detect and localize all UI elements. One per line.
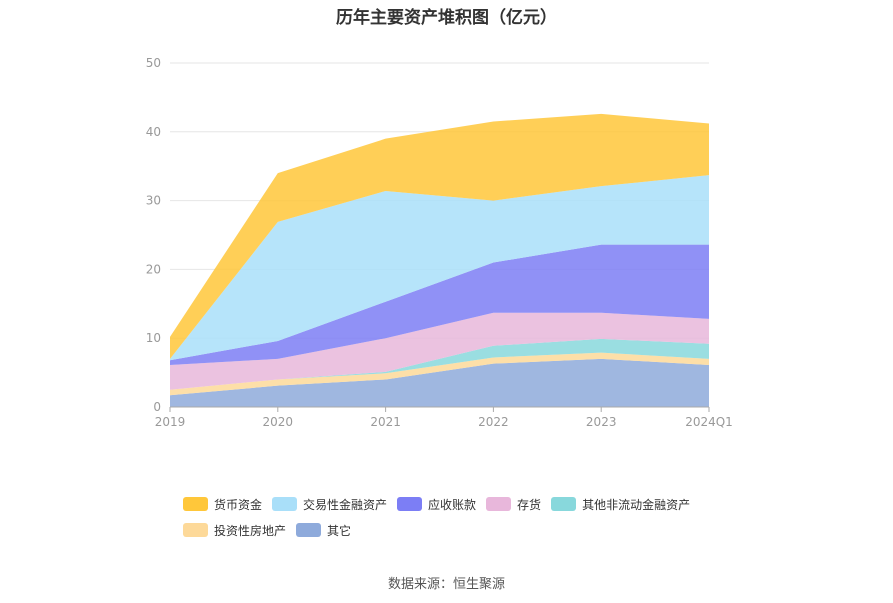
legend-swatch [397, 497, 423, 511]
area-货币资金 [170, 113, 709, 359]
legend-item[interactable]: 应收账款 [397, 495, 476, 513]
x-tick-label: 2024Q1 [685, 415, 733, 429]
y-tick-label: 10 [146, 331, 161, 345]
area-series [170, 113, 709, 407]
x-tick-label: 2021 [370, 415, 401, 429]
legend-label: 其他非流动金融资产 [582, 497, 691, 512]
stacked-area-chart: 0 10 20 30 40 50 2019 2020 2021 2022 2023 2024Q1 [146, 56, 733, 429]
y-tick-label: 50 [146, 56, 161, 70]
data-source-note: 数据来源：恒生聚源 [387, 577, 505, 592]
legend-swatch [183, 497, 208, 511]
x-tick-label: 2020 [263, 415, 294, 429]
chart-title: 历年主要资产堆积图（亿元） [336, 8, 557, 28]
y-tick-label: 0 [153, 400, 161, 414]
y-tick-label: 40 [146, 125, 161, 139]
legend-label: 交易性金融资产 [303, 497, 388, 512]
legend-swatch [183, 523, 208, 537]
legend-label: 存货 [517, 497, 542, 512]
legend-label: 应收账款 [428, 497, 477, 512]
y-tick-label: 30 [146, 194, 161, 208]
legend-item[interactable]: 货币资金 [183, 495, 262, 513]
legend-label: 货币资金 [214, 497, 263, 512]
x-tick-label: 2023 [586, 415, 617, 429]
legend-item[interactable]: 交易性金融资产 [272, 495, 387, 513]
legend-swatch [551, 497, 577, 511]
legend-item[interactable]: 其它 [296, 521, 351, 539]
x-tick-label: 2019 [155, 415, 186, 429]
x-tick-label: 2022 [478, 415, 509, 429]
area-投资性房地产 [170, 352, 709, 396]
legend-item[interactable]: 其他非流动金融资产 [551, 495, 690, 513]
legend-swatch [296, 523, 322, 537]
y-tick-label: 20 [146, 262, 161, 276]
area-存货 [170, 312, 709, 390]
legend-swatch [486, 497, 512, 511]
area-其它 [170, 358, 709, 407]
legend-label: 投资性房地产 [214, 523, 287, 538]
legend-item[interactable]: 存货 [486, 495, 541, 513]
axes: 0 10 20 30 40 50 2019 2020 2021 2022 2023 2024Q1 [146, 56, 733, 429]
area-应收账款 [170, 244, 709, 366]
legend-item[interactable]: 投资性房地产 [183, 521, 286, 539]
legend-label: 其它 [327, 523, 352, 538]
legend-swatch [272, 497, 298, 511]
legend: 货币资金 交易性金融资产 应收账款 存货 其他非流动金融资产投资性房地产 其它 [183, 495, 743, 547]
area-交易性金融资产 [170, 175, 709, 361]
area-其他非流动金融资产 [170, 338, 709, 390]
